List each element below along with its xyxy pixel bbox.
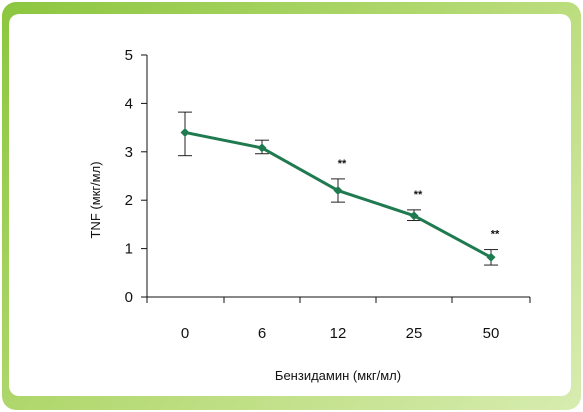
y-ticks: 0 1 2 3 4 5 xyxy=(125,47,147,306)
y-tick-label: 3 xyxy=(125,144,133,161)
significance-label: ** xyxy=(338,158,347,170)
data-point xyxy=(486,252,496,262)
y-tick-label: 1 xyxy=(125,241,133,258)
series xyxy=(180,127,496,262)
x-tick-label: 50 xyxy=(483,325,500,342)
data-point xyxy=(180,127,190,137)
x-tick-label: 0 xyxy=(181,325,189,342)
x-axis-label: Бензидамин (мкг/мл) xyxy=(275,368,401,383)
annotations: ** ** ** xyxy=(338,158,500,241)
y-tick-label: 2 xyxy=(125,192,133,209)
significance-label: ** xyxy=(491,229,500,241)
chart-panel xyxy=(9,14,571,396)
data-point xyxy=(409,211,419,221)
data-point xyxy=(257,143,267,153)
x-ticks: 0 6 12 25 50 xyxy=(146,297,531,342)
significance-label: ** xyxy=(414,189,423,201)
data-point xyxy=(333,186,343,196)
x-tick-label: 25 xyxy=(406,325,423,342)
error-bars xyxy=(178,111,498,266)
y-tick-label: 4 xyxy=(125,95,133,112)
x-tick-label: 12 xyxy=(330,325,347,342)
y-tick-label: 0 xyxy=(125,289,133,306)
y-tick-label: 5 xyxy=(125,47,133,64)
y-axis-label: TNF (мкг/мл) xyxy=(88,161,103,238)
x-tick-label: 6 xyxy=(258,325,266,342)
axes xyxy=(146,55,530,298)
